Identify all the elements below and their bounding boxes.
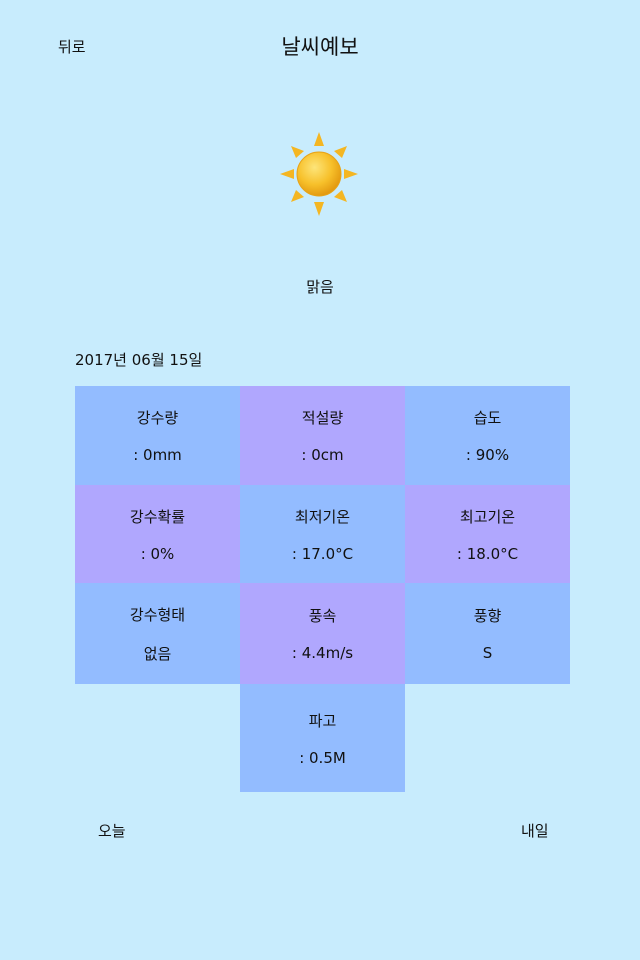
precip-type-label: 강수형태	[129, 605, 186, 624]
precip-type-cell: 강수형태 없음	[75, 583, 240, 684]
wind-speed-value: : 4.4m/s	[291, 644, 354, 662]
sun-icon	[276, 128, 362, 220]
wind-direction-value: S	[482, 644, 493, 662]
max-temp-value: : 18.0°C	[456, 544, 519, 563]
page-title: 날씨예보	[281, 35, 359, 59]
precip-probability-value: : 0%	[140, 544, 175, 563]
today-button[interactable]: 오늘	[98, 822, 126, 840]
weather-condition: 맑음	[306, 278, 334, 296]
precipitation-label: 강수량	[136, 409, 179, 427]
max-temp-label: 최고기온	[459, 507, 516, 526]
snowfall-label: 적설량	[301, 409, 344, 427]
min-temp-label: 최저기온	[294, 507, 351, 526]
precipitation-cell: 강수량 : 0mm	[75, 386, 240, 485]
wave-height-cell: 파고 : 0.5M	[240, 684, 405, 792]
precip-probability-label: 강수확률	[129, 507, 186, 526]
wave-height-value: : 0.5M	[299, 748, 346, 767]
humidity-cell: 습도 : 90%	[405, 386, 570, 485]
humidity-label: 습도	[473, 409, 502, 427]
tomorrow-button[interactable]: 내일	[521, 822, 549, 840]
min-temp-cell: 최저기온 : 17.0°C	[240, 485, 405, 583]
snowfall-value: : 0cm	[301, 446, 344, 464]
snowfall-cell: 적설량 : 0cm	[240, 386, 405, 485]
min-temp-value: : 17.0°C	[291, 544, 354, 563]
max-temp-cell: 최고기온 : 18.0°C	[405, 485, 570, 583]
wave-height-label: 파고	[308, 711, 337, 730]
precip-probability-cell: 강수확률 : 0%	[75, 485, 240, 583]
wind-speed-cell: 풍속 : 4.4m/s	[240, 583, 405, 684]
wind-speed-label: 풍속	[308, 607, 337, 625]
back-button[interactable]: 뒤로	[58, 38, 86, 56]
forecast-date: 2017년 06월 15일	[75, 351, 203, 369]
precip-type-value: 없음	[143, 644, 172, 663]
humidity-value: : 90%	[465, 446, 510, 464]
precipitation-value: : 0mm	[133, 446, 182, 464]
wind-direction-label: 풍향	[473, 607, 502, 625]
wind-direction-cell: 풍향 S	[405, 583, 570, 684]
